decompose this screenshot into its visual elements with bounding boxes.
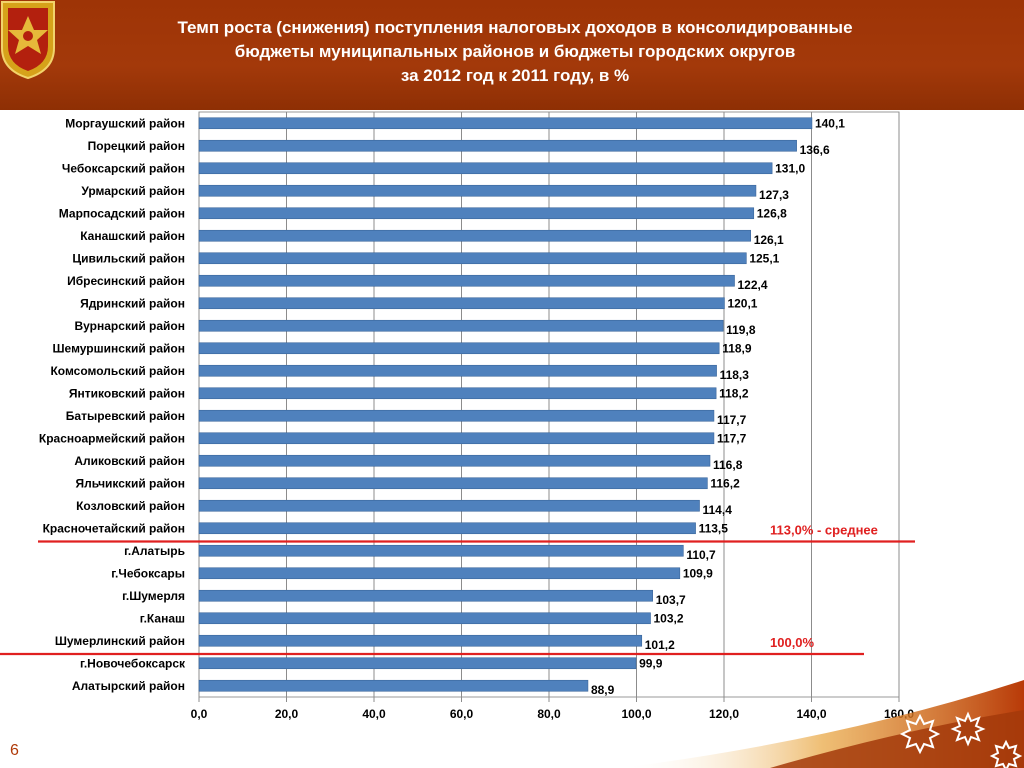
category-label: Урмарский район: [81, 184, 185, 198]
bar: [198, 499, 700, 512]
category-label: Красночетайский район: [43, 521, 185, 535]
bar: [198, 634, 643, 647]
value-label: 126,1: [754, 233, 784, 247]
category-label: Моргаушский район: [65, 116, 185, 130]
value-label: 118,2: [719, 386, 749, 400]
category-label: Аликовский район: [74, 454, 185, 468]
category-label: г.Алатырь: [124, 544, 185, 558]
bar: [198, 454, 711, 467]
category-label: Ядринский район: [80, 296, 185, 310]
bar: [198, 162, 773, 175]
category-label: Порецкий район: [88, 139, 185, 153]
category-label: Шемуршинский район: [53, 341, 186, 355]
value-label: 99,9: [639, 656, 663, 670]
category-label: Вурнарский район: [75, 319, 186, 333]
decorative-swoosh: [620, 680, 1024, 768]
category-label: Яльчикский район: [76, 476, 186, 490]
bar: [198, 342, 720, 355]
x-tick-label: 60,0: [450, 707, 474, 721]
bar: [198, 252, 747, 265]
x-tick-label: 40,0: [362, 707, 386, 721]
value-label: 110,7: [686, 548, 716, 562]
x-tick-label: 80,0: [537, 707, 561, 721]
bar: [198, 139, 797, 152]
value-label: 113,5: [699, 521, 729, 535]
value-label: 116,2: [710, 476, 740, 490]
category-label: г.Новочебоксарск: [80, 656, 186, 670]
chart-area: 0,0 20,0 40,0 60,0 80,0 100,0 120,0 140,0 160,0 М…: [0, 108, 1024, 728]
bar-chart: 0,0 20,0 40,0 60,0 80,0 100,0 120,0 140,0 160,0М…: [0, 111, 915, 721]
bar: [198, 409, 715, 422]
category-label: г.Чебоксары: [111, 566, 185, 580]
x-tick-label: 140,0: [796, 707, 826, 721]
category-label: Козловский район: [76, 499, 185, 513]
category-label: г.Канаш: [140, 611, 185, 625]
reference-line-label: 113,0% - среднее: [770, 523, 878, 538]
category-label: Ибресинский район: [67, 274, 185, 288]
bar: [198, 319, 724, 332]
header-banner: Темп роста (снижения) поступления налого…: [0, 0, 1024, 110]
bar: [198, 184, 757, 197]
bar: [198, 544, 684, 557]
bar: [198, 612, 651, 625]
bar: [198, 207, 755, 220]
bar: [198, 432, 715, 445]
value-label: 118,3: [720, 368, 750, 382]
value-label: 127,3: [759, 188, 789, 202]
category-label: г.Шумерля: [122, 589, 185, 603]
value-label: 103,7: [656, 593, 686, 607]
bar: [198, 117, 813, 130]
bar: [198, 229, 751, 242]
value-label: 140,1: [815, 116, 845, 130]
value-label: 88,9: [591, 683, 615, 697]
category-label: Марпосадский район: [59, 206, 185, 220]
x-tick-label: 0,0: [191, 707, 208, 721]
x-tick-label: 20,0: [275, 707, 299, 721]
bar: [198, 679, 589, 692]
page-number: 6: [10, 742, 19, 759]
value-label: 116,8: [713, 458, 743, 472]
value-label: 120,1: [727, 296, 757, 310]
page-title: Темп роста (снижения) поступления налого…: [70, 16, 960, 88]
category-label: Батыревский район: [66, 409, 185, 423]
chuvashia-emblem-icon: [1, 1, 55, 80]
x-tick-label: 120,0: [709, 707, 739, 721]
category-label: Янтиковский район: [69, 386, 185, 400]
bar: [198, 567, 681, 580]
category-label: Канашский район: [80, 229, 185, 243]
category-label: Алатырский район: [72, 679, 185, 693]
value-label: 122,4: [738, 278, 768, 292]
value-label: 136,6: [800, 143, 830, 157]
value-label: 109,9: [683, 566, 713, 580]
bar: [198, 657, 637, 670]
star-icon: [899, 711, 1023, 768]
value-label: 117,7: [717, 431, 747, 445]
bar: [198, 589, 653, 602]
category-label: Цивильский район: [72, 251, 185, 265]
value-label: 125,1: [749, 251, 779, 265]
title-line-2: бюджеты муниципальных районов и бюджеты …: [234, 42, 796, 61]
value-label: 117,7: [717, 413, 747, 427]
value-label: 101,2: [645, 638, 675, 652]
bar: [198, 387, 717, 400]
bar: [198, 364, 717, 377]
bar: [198, 522, 696, 535]
value-label: 119,8: [726, 323, 756, 337]
bar: [198, 274, 735, 287]
category-label: Чебоксарский район: [62, 161, 185, 175]
title-line-1: Темп роста (снижения) поступления налого…: [177, 18, 853, 37]
bar: [198, 477, 708, 490]
reference-line-label: 100,0%: [770, 635, 815, 650]
value-label: 131,0: [775, 161, 805, 175]
title-line-3: за 2012 год к 2011 году, в %: [400, 66, 630, 85]
x-tick-label: 100,0: [621, 707, 651, 721]
category-label: Шумерлинский район: [55, 634, 185, 648]
value-label: 126,8: [757, 206, 787, 220]
value-label: 114,4: [703, 503, 733, 517]
category-label: Красноармейский район: [39, 431, 185, 445]
category-label: Комсомольский район: [50, 364, 185, 378]
value-label: 118,9: [722, 341, 752, 355]
bar: [198, 297, 725, 310]
value-label: 103,2: [654, 611, 684, 625]
